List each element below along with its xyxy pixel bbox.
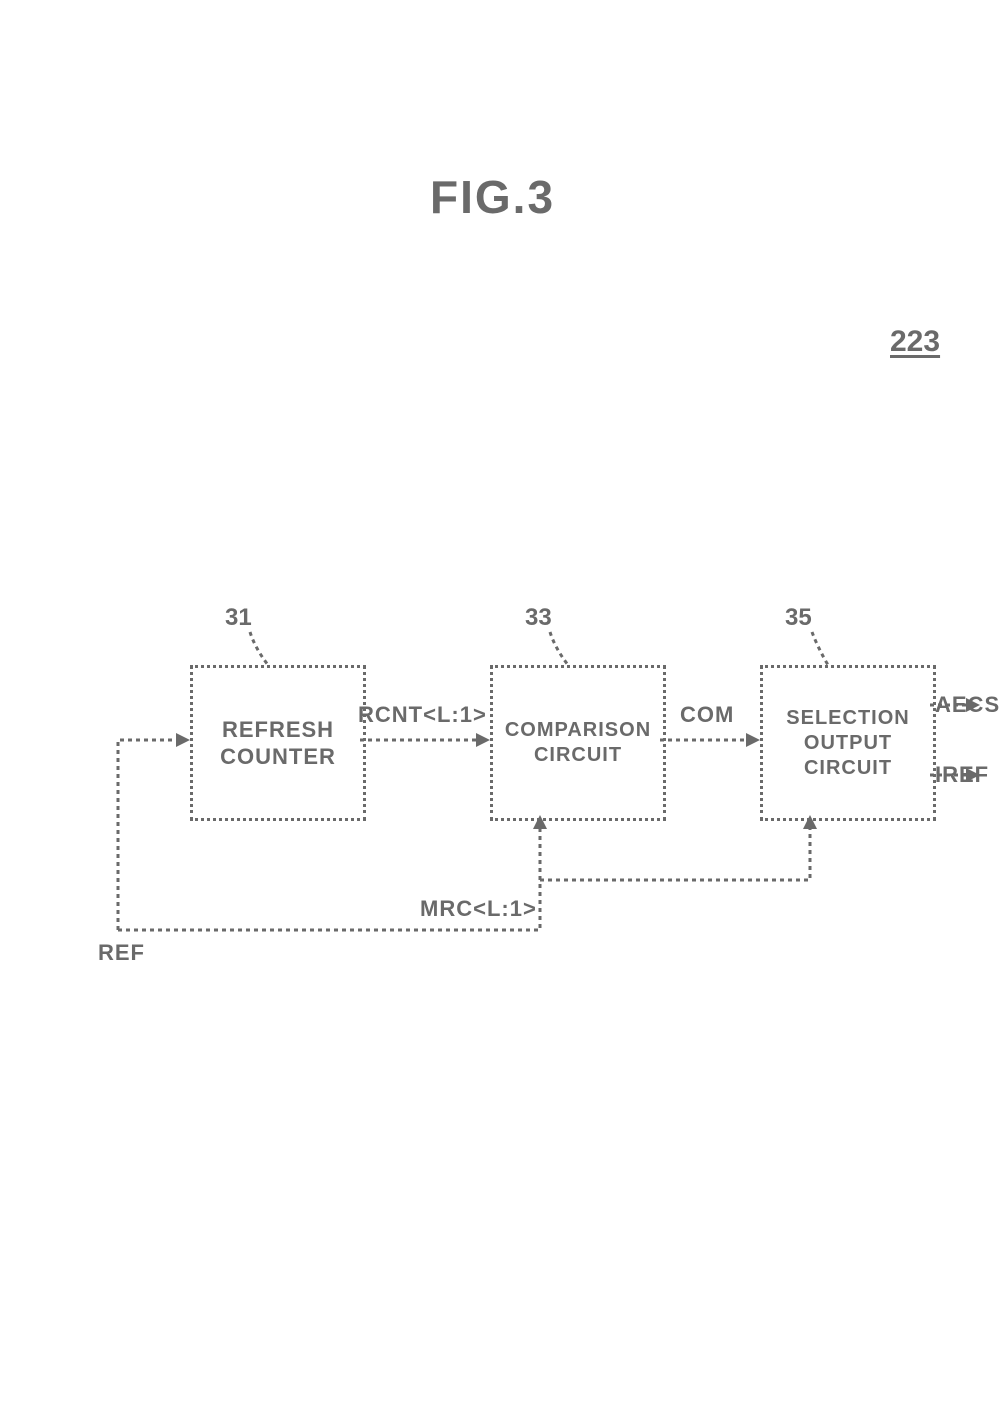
block-line: COUNTER: [220, 743, 336, 771]
block-line: COMPARISON: [505, 718, 651, 743]
block-selection-output-circuit: SELECTION OUTPUT CIRCUIT: [760, 665, 936, 821]
leader-31: [250, 632, 268, 665]
block-refresh-counter: REFRESH COUNTER: [190, 665, 366, 821]
figure-title: FIG.3: [430, 170, 555, 224]
leader-35: [812, 632, 828, 665]
block-line: OUTPUT: [804, 731, 892, 756]
block-line: CIRCUIT: [534, 743, 622, 768]
diagram-canvas: FIG.3 223 REFRESH COUNTER 31 COMPARISON …: [0, 0, 1006, 1407]
arrow-rcnt: [476, 733, 490, 747]
block-line: SELECTION: [786, 706, 909, 731]
block-line: REFRESH: [222, 716, 334, 744]
label-com: COM: [680, 702, 734, 728]
arrow-ref-in: [176, 733, 190, 747]
label-ref: REF: [98, 940, 145, 966]
figure-ref-number: 223: [890, 325, 940, 359]
leader-33: [550, 632, 568, 665]
label-mrc: MRC<L:1>: [420, 896, 537, 922]
block-comparison-circuit: COMPARISON CIRCUIT: [490, 665, 666, 821]
callout-33: 33: [525, 604, 552, 632]
arrow-com: [746, 733, 760, 747]
block-line: CIRCUIT: [804, 756, 892, 781]
callout-35: 35: [785, 604, 812, 632]
label-aecs: AECS: [935, 692, 1000, 718]
label-rcnt: RCNT<L:1>: [358, 702, 487, 728]
callout-31: 31: [225, 604, 252, 632]
wire-ref-in: [118, 740, 178, 930]
label-iref: IREF: [935, 762, 989, 788]
